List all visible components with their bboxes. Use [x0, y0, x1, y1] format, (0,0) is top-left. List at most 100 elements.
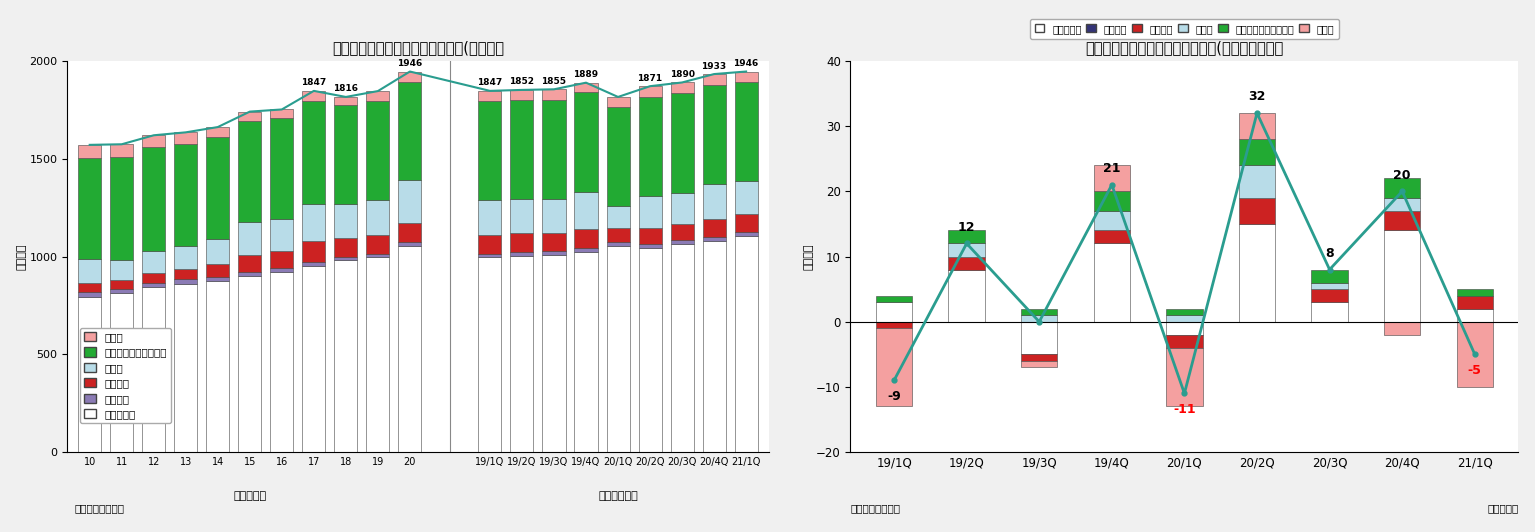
- Bar: [206, 281, 229, 452]
- Bar: [735, 236, 758, 452]
- Text: 8: 8: [1325, 247, 1334, 260]
- Text: （資料）日本銀行: （資料）日本銀行: [74, 503, 124, 513]
- Bar: [111, 260, 134, 280]
- Bar: [1239, 224, 1276, 322]
- Bar: [1093, 192, 1130, 211]
- Bar: [1167, 315, 1202, 322]
- Bar: [703, 219, 726, 237]
- Bar: [1385, 230, 1420, 322]
- Bar: [479, 101, 502, 200]
- Bar: [1093, 230, 1130, 244]
- Text: 32: 32: [1248, 90, 1266, 103]
- Bar: [703, 237, 726, 240]
- Bar: [639, 97, 662, 195]
- Bar: [206, 239, 229, 264]
- Bar: [111, 157, 134, 260]
- Bar: [735, 181, 758, 214]
- Bar: [542, 255, 565, 452]
- Bar: [639, 86, 662, 97]
- Bar: [1311, 282, 1348, 289]
- Bar: [876, 296, 912, 302]
- Bar: [511, 252, 534, 256]
- Bar: [639, 195, 662, 228]
- Bar: [511, 100, 534, 199]
- Bar: [1167, 335, 1202, 348]
- Bar: [367, 257, 390, 452]
- Bar: [876, 328, 912, 406]
- Bar: [270, 110, 293, 118]
- Bar: [238, 222, 261, 255]
- Bar: [1021, 322, 1058, 354]
- Bar: [143, 251, 166, 273]
- Bar: [335, 256, 358, 261]
- Bar: [574, 252, 597, 452]
- Text: （資料）日本銀行: （資料）日本銀行: [850, 503, 901, 513]
- Bar: [367, 254, 390, 257]
- Bar: [270, 251, 293, 268]
- Bar: [399, 82, 422, 180]
- Bar: [143, 273, 166, 282]
- Bar: [606, 206, 629, 228]
- Bar: [335, 97, 358, 105]
- Bar: [335, 105, 358, 204]
- Bar: [606, 107, 629, 206]
- Legend: 現金・预金, 債務証券, 投資信託, 株式等, 保険・年金・定額保証, その他: 現金・预金, 債務証券, 投資信託, 株式等, 保険・年金・定額保証, その他: [1030, 19, 1339, 39]
- Bar: [511, 233, 534, 252]
- Bar: [949, 256, 985, 270]
- Title: （図表１）　家計の金融資産残高(グロス）: （図表１） 家計の金融資産残高(グロス）: [332, 40, 503, 56]
- Bar: [206, 277, 229, 281]
- Bar: [671, 93, 694, 193]
- Bar: [1021, 315, 1058, 322]
- Y-axis label: （兆円）: （兆円）: [803, 243, 814, 270]
- Bar: [238, 272, 261, 276]
- Bar: [238, 276, 261, 452]
- Bar: [479, 257, 502, 452]
- Bar: [606, 228, 629, 242]
- Bar: [143, 287, 166, 452]
- Bar: [175, 284, 198, 452]
- Bar: [1385, 211, 1420, 230]
- Bar: [270, 219, 293, 251]
- Bar: [671, 193, 694, 225]
- Text: （四半期末）: （四半期末）: [599, 491, 639, 501]
- Text: -9: -9: [887, 390, 901, 403]
- Bar: [111, 280, 134, 288]
- Bar: [639, 228, 662, 244]
- Bar: [238, 121, 261, 222]
- Bar: [1457, 296, 1494, 309]
- Bar: [111, 293, 134, 452]
- Bar: [206, 137, 229, 239]
- Bar: [542, 89, 565, 100]
- Bar: [399, 246, 422, 452]
- Bar: [302, 91, 325, 101]
- Bar: [367, 235, 390, 254]
- Bar: [175, 132, 198, 144]
- Title: （図表２）　家計の金融資産増減(フローの動き）: （図表２） 家計の金融資産増減(フローの動き）: [1085, 40, 1283, 56]
- Bar: [949, 244, 985, 256]
- Bar: [399, 180, 422, 223]
- Bar: [1239, 113, 1276, 139]
- Bar: [1239, 198, 1276, 224]
- Bar: [143, 147, 166, 251]
- Bar: [270, 272, 293, 452]
- Bar: [671, 240, 694, 244]
- Bar: [735, 71, 758, 82]
- Text: 1946: 1946: [398, 59, 422, 68]
- Bar: [479, 235, 502, 254]
- Bar: [574, 82, 597, 92]
- Bar: [876, 302, 912, 322]
- Bar: [143, 135, 166, 147]
- Text: 1946: 1946: [734, 59, 758, 68]
- Text: 1933: 1933: [701, 62, 726, 71]
- Bar: [1239, 139, 1276, 165]
- Text: 1871: 1871: [637, 73, 663, 82]
- Bar: [511, 199, 534, 233]
- Bar: [1311, 302, 1348, 322]
- Bar: [574, 192, 597, 229]
- Text: 20: 20: [1394, 169, 1411, 181]
- Bar: [78, 282, 101, 292]
- Bar: [639, 247, 662, 452]
- Bar: [78, 145, 101, 157]
- Text: -5: -5: [1467, 364, 1481, 377]
- Bar: [1457, 322, 1494, 387]
